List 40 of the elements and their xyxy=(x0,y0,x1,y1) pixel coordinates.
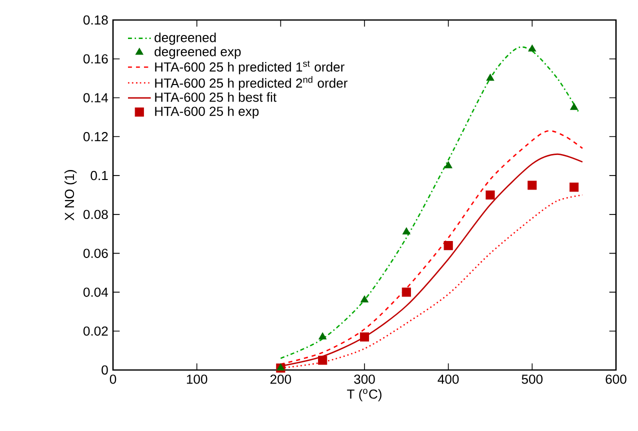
x-tick-label: 500 xyxy=(522,374,543,384)
point xyxy=(318,332,327,340)
point xyxy=(570,182,579,192)
x-axis-title: T ($^{o}$C) xyxy=(347,388,382,402)
point xyxy=(276,364,285,370)
point xyxy=(528,180,537,190)
x-tick-label: 200 xyxy=(270,374,292,384)
y-tick-label: 0.18 xyxy=(83,15,108,25)
legend-label: HTA-600 25 h predicted 1$^{st}$ order xyxy=(155,60,344,74)
y-tick-label: 0.04 xyxy=(83,288,108,297)
point xyxy=(402,288,411,297)
x-tick-label: 600 xyxy=(606,374,626,384)
y-tick-label: 0 xyxy=(102,365,108,375)
x-tick-label: 100 xyxy=(186,374,208,384)
point xyxy=(570,102,578,110)
y-tick-label: 0.12 xyxy=(83,132,108,142)
point xyxy=(402,227,410,234)
y-tick-label: 0.02 xyxy=(83,326,108,336)
y-tick-label: 0.14 xyxy=(83,93,108,102)
y-tick-label: 0.06 xyxy=(83,248,108,258)
y-tick-label: 0.1 xyxy=(90,170,108,180)
point xyxy=(486,190,495,200)
point xyxy=(444,241,453,250)
legend-label: HTA-600 25 h predicted 2$^{nd}$ order xyxy=(155,76,348,90)
point xyxy=(318,356,328,365)
y-axis-title: X NO (1) xyxy=(64,170,77,220)
legend-label: degreened exp xyxy=(154,46,241,59)
x-tick-label: 0 xyxy=(110,374,116,384)
legend-label: HTA-600 25 h best fit xyxy=(155,92,276,102)
point xyxy=(528,44,536,52)
legend-label: HTA-600 25 h exp xyxy=(155,106,259,119)
point xyxy=(444,161,452,168)
legend-label: degreened xyxy=(154,32,216,45)
point xyxy=(360,332,370,342)
x-tick-label: 400 xyxy=(438,374,459,384)
y-tick-label: 0.08 xyxy=(83,210,108,220)
point xyxy=(486,74,494,81)
y-tick-label: 0.16 xyxy=(83,54,108,64)
point xyxy=(360,295,368,302)
x-tick-label: 300 xyxy=(354,374,375,384)
